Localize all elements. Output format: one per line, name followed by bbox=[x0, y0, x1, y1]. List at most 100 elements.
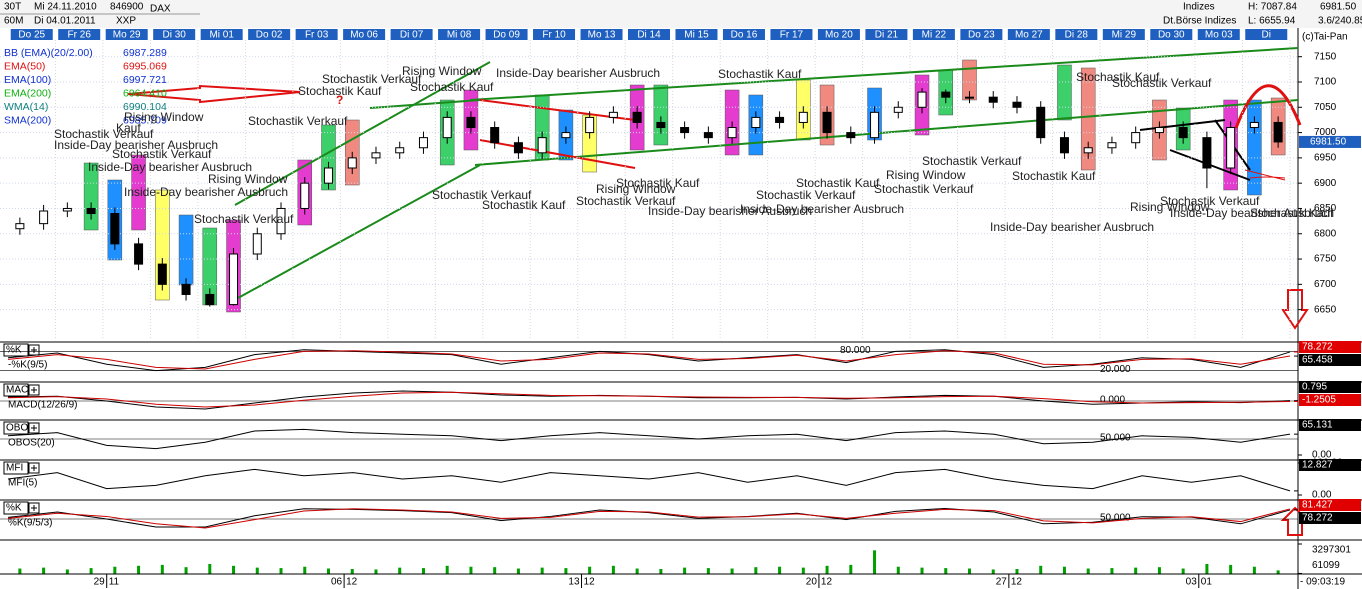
candle-body bbox=[252, 233, 262, 255]
annotation: Stochastik Kauf bbox=[1076, 70, 1160, 84]
day-label: Mo 20 bbox=[825, 30, 853, 41]
volume-bar bbox=[991, 569, 995, 574]
candle-body bbox=[1107, 142, 1117, 149]
candle-body bbox=[1249, 121, 1259, 129]
arc-mark bbox=[1234, 84, 1302, 129]
panel-label: OBOS(20) bbox=[8, 438, 55, 449]
last-price-box bbox=[1299, 135, 1361, 148]
volume-bar bbox=[1062, 566, 1066, 574]
volume-bar bbox=[398, 567, 402, 574]
day-label-bg bbox=[248, 29, 291, 40]
volume-bar bbox=[635, 568, 639, 574]
candle-body bbox=[181, 283, 191, 295]
panel-name-box bbox=[3, 343, 29, 357]
candle-body bbox=[870, 111, 880, 139]
indicator-value: 6964.410 bbox=[123, 87, 167, 99]
indicator-name: WMA(14) bbox=[4, 101, 48, 113]
volume-bar bbox=[1252, 566, 1256, 574]
volume-bar bbox=[421, 568, 425, 574]
candle-body bbox=[1036, 106, 1046, 139]
level-label: 50.000 bbox=[1100, 433, 1131, 444]
current-value: 12.827 bbox=[1302, 460, 1333, 471]
volume-bar bbox=[42, 567, 46, 574]
x-tick-day: 06 bbox=[331, 577, 343, 588]
y-tick-label: 6750 bbox=[1314, 254, 1337, 265]
day-label-bg bbox=[912, 29, 955, 40]
volume-bar bbox=[493, 567, 497, 574]
volume-bar bbox=[1276, 570, 1280, 574]
day-label: Fr 17 bbox=[780, 30, 804, 41]
panel-label: MFI(5) bbox=[8, 478, 37, 489]
day-label-bg bbox=[675, 29, 718, 40]
day-label: Fr 03 bbox=[305, 30, 329, 41]
indicator-line bbox=[7, 391, 1291, 408]
day-label-bg bbox=[105, 29, 148, 40]
volume-bar bbox=[873, 550, 877, 574]
panel-name: MACD bbox=[6, 385, 35, 396]
indicator-value: 6995.069 bbox=[123, 60, 167, 72]
volume-bar bbox=[849, 564, 853, 574]
interval: 60M bbox=[4, 16, 23, 27]
current-value: 65.131 bbox=[1302, 420, 1333, 431]
volume-bar bbox=[232, 565, 236, 574]
current-box bbox=[1299, 499, 1361, 511]
day-label: Di 07 bbox=[400, 30, 424, 41]
volume-bar bbox=[1086, 568, 1090, 574]
y-tick-label: 61099 bbox=[1312, 560, 1340, 571]
day-label-bg bbox=[438, 29, 481, 40]
day-label-bg bbox=[1102, 29, 1145, 40]
volume-bar bbox=[968, 568, 971, 574]
annotation: Inside-Day bearisher Ausbruch bbox=[648, 204, 812, 218]
current-box bbox=[1299, 394, 1361, 406]
y-tick-label: 6650 bbox=[1314, 304, 1337, 315]
volume-bar bbox=[160, 564, 164, 574]
current-box bbox=[1299, 381, 1361, 393]
trend-line bbox=[237, 164, 481, 299]
y-tick-label: 7050 bbox=[1314, 102, 1337, 113]
day-label-bg bbox=[580, 29, 623, 40]
indicator-line bbox=[7, 468, 1291, 492]
candle-body bbox=[276, 207, 286, 235]
annotation: Stochastik Verkauf bbox=[322, 72, 422, 86]
current-box bbox=[1299, 341, 1361, 353]
candle-body bbox=[1083, 147, 1093, 154]
day-label: Di 30 bbox=[163, 30, 187, 41]
candle-body bbox=[157, 263, 167, 285]
candle-body bbox=[371, 152, 381, 159]
annotation: Stochastik Verkauf bbox=[248, 114, 348, 128]
x-tick-day: 27 bbox=[996, 577, 1008, 588]
current-value: 65.458 bbox=[1302, 355, 1333, 366]
candle-body bbox=[1273, 121, 1283, 143]
group: Indizes bbox=[1183, 2, 1215, 13]
y-tick-label: 7150 bbox=[1314, 51, 1337, 62]
annotation: Inside-Day bearisher Ausbruch bbox=[740, 202, 904, 216]
candle-body bbox=[347, 157, 357, 169]
current-value: 78.272 bbox=[1302, 342, 1333, 353]
candle-body bbox=[893, 106, 903, 113]
last-price-label: 6981.50 bbox=[1310, 137, 1347, 148]
price-chart: Do 25 Fr 26 Mo 29 Di 30 Mi 01 Do 02 Fr 03 Mo 06… bbox=[0, 29, 1361, 340]
day-label-bg bbox=[1007, 29, 1050, 40]
volume-bar bbox=[896, 566, 900, 574]
current-box bbox=[1299, 512, 1361, 524]
volume-bar bbox=[516, 568, 520, 574]
day-label-bg bbox=[1150, 29, 1193, 40]
day-label: Do 23 bbox=[968, 30, 995, 41]
indicator-name: EMA(200) bbox=[4, 87, 51, 99]
annotation: Inside-Day bearisher Ausbruch bbox=[990, 220, 1154, 234]
day-label: Mo 27 bbox=[1015, 30, 1043, 41]
volume-bar bbox=[754, 567, 758, 574]
pattern-box bbox=[1080, 67, 1096, 171]
volume-bar bbox=[65, 569, 69, 574]
day-label: Mi 22 bbox=[922, 30, 947, 41]
y-tick-label: 6950 bbox=[1314, 153, 1337, 164]
day-label-bg bbox=[1197, 29, 1240, 40]
day-label: Di 28 bbox=[1065, 30, 1089, 41]
day-label: Mi 15 bbox=[684, 30, 709, 41]
annotation: Rising Window bbox=[124, 110, 204, 124]
change: 3.6/240.85 bbox=[1318, 16, 1362, 27]
day-label-bg bbox=[628, 29, 670, 40]
volume-bar bbox=[1157, 567, 1161, 574]
candle-body bbox=[324, 167, 333, 184]
instrument: DAX bbox=[150, 4, 171, 15]
